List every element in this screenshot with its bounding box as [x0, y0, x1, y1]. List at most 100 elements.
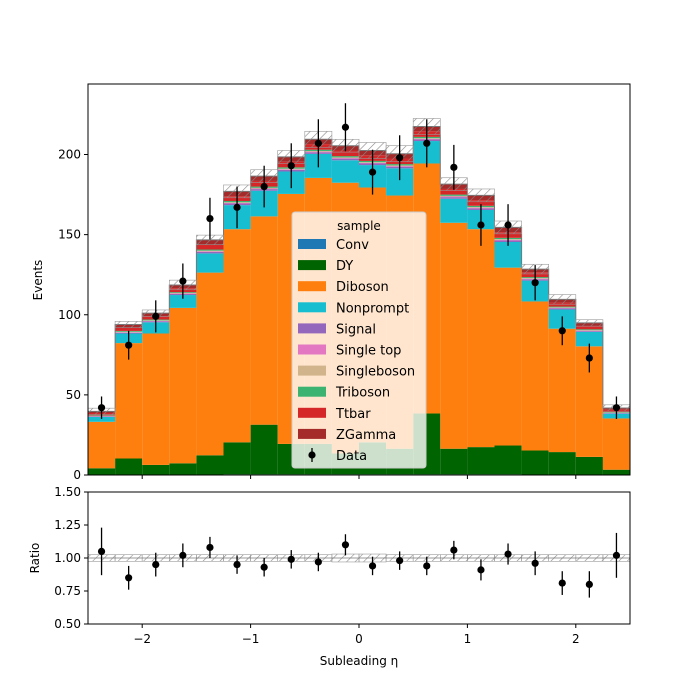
- legend-label-diboson: Diboson: [336, 280, 389, 295]
- ratio-y-axis-label: Ratio: [28, 543, 42, 574]
- data-point-13: [450, 163, 458, 171]
- bar-dy-18: [575, 456, 603, 475]
- bar-diboson-4: [196, 272, 224, 456]
- bar-diboson-19: [602, 418, 630, 470]
- ratio-point-8: [314, 558, 322, 566]
- legend-swatch-triboson: [298, 386, 326, 397]
- data-point-6: [260, 182, 268, 191]
- x-tick-label-3: 1: [464, 632, 472, 646]
- data-point-0: [97, 404, 106, 412]
- legend: sample Conv DY Diboson Nonprompt Signal Singl…: [291, 211, 427, 469]
- bar-dy-19: [602, 469, 630, 475]
- bar-ttbar-14: [467, 200, 495, 206]
- data-point-2: [152, 312, 160, 320]
- data-point-5: [233, 203, 241, 211]
- ratio-point-14: [477, 566, 485, 574]
- ratio-y-tick-label-4: 1.50: [54, 485, 81, 499]
- bar-dy-16: [521, 450, 549, 475]
- legend-swatch-diboson: [298, 281, 326, 292]
- bar-signal-17: [548, 308, 576, 310]
- bar-diboson-17: [548, 328, 576, 453]
- bar-dy-15: [494, 445, 522, 475]
- data-point-3: [179, 277, 187, 285]
- legend-title: sample: [337, 219, 381, 233]
- bar-diboson-16: [521, 301, 549, 451]
- data-point-1: [125, 341, 133, 349]
- ratio-y-tick-label-0: 0.50: [54, 617, 81, 631]
- legend-label-triboson: Triboson: [335, 386, 390, 401]
- bar-triboson-9: [331, 156, 359, 158]
- bar-single-top-9: [331, 158, 359, 159]
- data-point-10: [368, 168, 377, 176]
- data-point-16: [531, 279, 539, 287]
- uncertainty-box-1: [114, 321, 143, 329]
- ratio-point-15: [504, 550, 512, 558]
- ratio-y-axis-ticks: 0.50 0.75 1.00 1.25 1.50: [54, 485, 88, 631]
- bar-diboson-0: [88, 421, 116, 469]
- bar-dy-14: [467, 447, 495, 475]
- ratio-point-6: [260, 563, 268, 571]
- legend-label-zgamma: ZGamma: [336, 428, 396, 443]
- x-tick-label-0: −2: [133, 632, 151, 646]
- bar-signal-18: [575, 331, 603, 332]
- bar-signal-9: [331, 158, 359, 161]
- legend-label-singleboson: Singleboson: [336, 365, 415, 380]
- ratio-uncertainty-band: [88, 553, 630, 563]
- bar-diboson-3: [169, 307, 197, 464]
- ratio-point-16: [531, 559, 539, 567]
- ratio-point-11: [396, 557, 404, 565]
- bar-triboson-13: [440, 194, 468, 196]
- data-point-11: [396, 154, 404, 162]
- legend-swatch-signal: [298, 323, 326, 334]
- bar-diboson-15: [494, 267, 522, 446]
- ratio-point-1: [125, 574, 133, 582]
- bar-ttbar-4: [196, 244, 224, 250]
- y-tick-label-100: 100: [58, 308, 81, 322]
- legend-label-ttbar: Ttbar: [335, 407, 371, 422]
- bar-diboson-5: [223, 229, 251, 443]
- ratio-points: [97, 527, 621, 598]
- data-point-18: [585, 354, 593, 362]
- uncertainty-box-17: [548, 294, 577, 305]
- bar-ttbar-18: [575, 326, 603, 330]
- bar-signal-4: [196, 251, 224, 254]
- uncertainty-box-18: [575, 319, 604, 327]
- bar-ttbar-17: [548, 302, 576, 307]
- data-point-14: [477, 221, 485, 229]
- bar-diboson-14: [467, 229, 495, 448]
- bar-singleboson-9: [331, 157, 359, 159]
- bar-dy-2: [142, 464, 170, 475]
- bar-singleboson-13: [440, 195, 468, 197]
- y-axis-ticks: 0 50 100 150 200: [58, 148, 88, 482]
- legend-swatch-single-top: [298, 344, 326, 355]
- bar-dy-17: [548, 452, 576, 475]
- ratio-plot-panel: 0.50 0.75 1.00 1.25 1.50 −2 −1 0 1 2 Ratio Suble…: [28, 485, 631, 668]
- legend-label-single-top: Single top: [336, 344, 401, 359]
- bar-ttbar-13: [440, 188, 468, 195]
- bar-signal-13: [440, 197, 468, 199]
- legend-label-dy: DY: [336, 259, 353, 274]
- bar-triboson-4: [196, 249, 224, 251]
- bar-ttbar-9: [331, 150, 359, 157]
- legend-swatch-zgamma: [298, 428, 326, 439]
- legend-label-nonprompt: Nonprompt: [336, 301, 409, 316]
- data-points: [97, 103, 621, 419]
- legend-box: [291, 211, 427, 469]
- bar-single-top-4: [196, 251, 224, 252]
- data-point-17: [558, 327, 566, 335]
- bar-nonprompt-18: [575, 331, 603, 347]
- ratio-point-13: [450, 546, 458, 554]
- ratio-point-17: [558, 579, 566, 587]
- legend-label-data: Data: [336, 449, 367, 464]
- ratio-x-axis-ticks: −2 −1 0 1 2: [133, 624, 580, 646]
- bar-nonprompt-4: [196, 253, 224, 273]
- ratio-point-12: [423, 562, 431, 570]
- data-point-8: [314, 139, 322, 147]
- x-tick-label-4: 2: [572, 632, 580, 646]
- uncertainty-box-14: [467, 188, 495, 203]
- ratio-point-7: [287, 555, 295, 563]
- ratio-point-0: [97, 547, 106, 556]
- bar-diboson-1: [115, 343, 143, 459]
- bar-dy-5: [223, 442, 251, 475]
